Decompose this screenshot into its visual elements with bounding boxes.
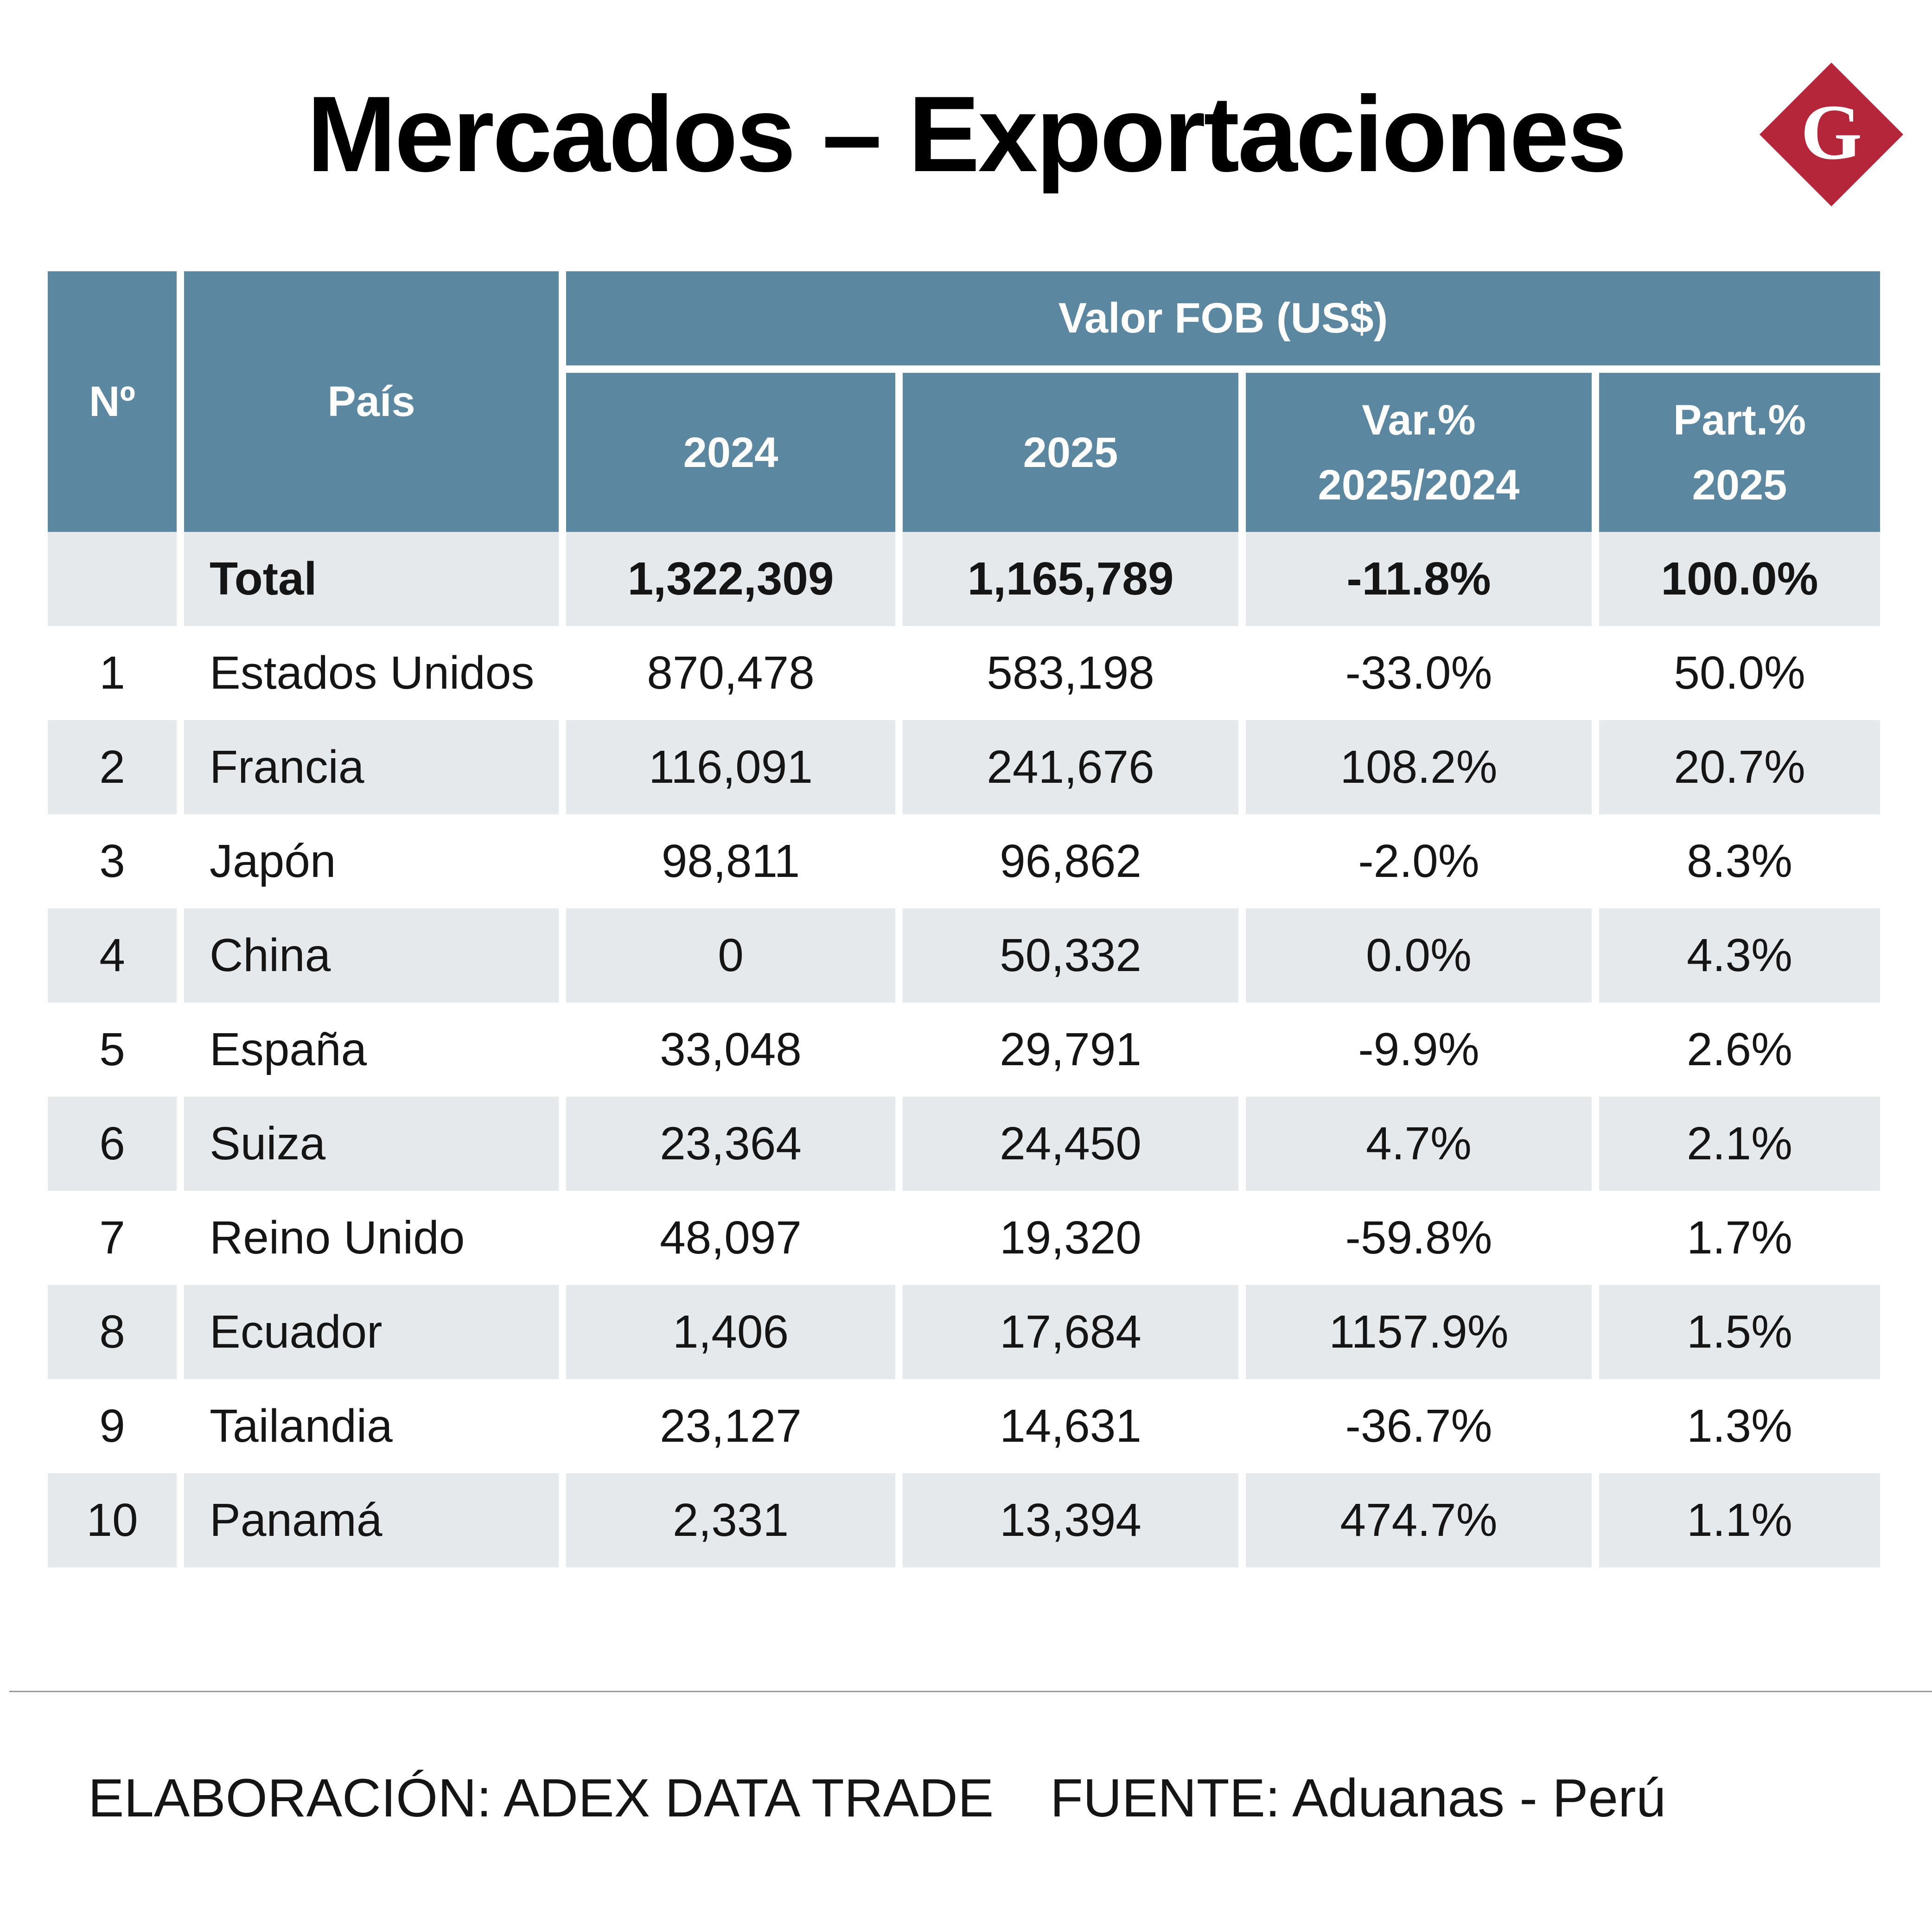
table-row: 4 China 0 50,332 0.0% 4.3% bbox=[48, 908, 1881, 1003]
cell-2024: 23,364 bbox=[566, 1097, 895, 1191]
cell-part: 1.3% bbox=[1687, 1400, 1792, 1452]
col-group-header-valor-fob: Valor FOB (US$) bbox=[566, 271, 1881, 373]
col-header-no: Nº bbox=[48, 271, 177, 532]
cell-var: -33.0% bbox=[1345, 647, 1492, 699]
footer-elaboracion: ELABORACIÓN: ADEX DATA TRADE bbox=[88, 1768, 994, 1828]
cell-part: 1.7% bbox=[1687, 1212, 1792, 1264]
col-header-pais: País bbox=[184, 271, 559, 532]
page-title: Mercados – Exportaciones bbox=[306, 74, 1627, 194]
cell-var: 0.0% bbox=[1246, 908, 1592, 1003]
cell-no: 6 bbox=[48, 1097, 177, 1191]
cell-2025: 17,684 bbox=[903, 1285, 1238, 1379]
cell-part: 8.3% bbox=[1687, 835, 1792, 887]
cell-var: 474.7% bbox=[1246, 1473, 1592, 1567]
cell-2025: 19,320 bbox=[1000, 1212, 1141, 1264]
cell-part: 1.1% bbox=[1599, 1473, 1881, 1567]
cell-2025: 583,198 bbox=[987, 647, 1154, 699]
cell-part: 2.1% bbox=[1599, 1097, 1881, 1191]
table-row: 5 España 33,048 29,791 -9.9% 2.6% bbox=[48, 1003, 1880, 1097]
col-header-var: Var.% 2025/2024 bbox=[1246, 373, 1592, 532]
cell-var: 1157.9% bbox=[1246, 1285, 1592, 1379]
table-row-total: Total 1,322,309 1,165,789 -11.8% 100.0% bbox=[48, 532, 1881, 626]
cell-2025: 13,394 bbox=[903, 1473, 1238, 1567]
cell-pais: España bbox=[210, 1023, 367, 1075]
cell-2024: 0 bbox=[566, 908, 895, 1003]
cell-part: 4.3% bbox=[1599, 908, 1881, 1003]
cell-2024: 48,097 bbox=[660, 1212, 802, 1264]
cell-pais: China bbox=[184, 908, 559, 1003]
table-row: 9 Tailandia 23,127 14,631 -36.7% 1.3% bbox=[48, 1379, 1880, 1473]
cell-pais: Estados Unidos bbox=[210, 647, 535, 699]
footer-fuente: FUENTE: Aduanas - Perú bbox=[1050, 1768, 1666, 1828]
footer-divider bbox=[9, 1691, 1932, 1692]
cell-pais: Panamá bbox=[184, 1473, 559, 1567]
cell-2025: 29,791 bbox=[1000, 1023, 1141, 1075]
table-row: 7 Reino Unido 48,097 19,320 -59.8% 1.7% bbox=[48, 1191, 1880, 1285]
col-header-2025: 2025 bbox=[903, 373, 1238, 532]
cell-part: 1.5% bbox=[1599, 1285, 1881, 1379]
cell-2025: 24,450 bbox=[903, 1097, 1238, 1191]
cell-2024: 2,331 bbox=[566, 1473, 895, 1567]
cell-no: 3 bbox=[99, 835, 125, 887]
cell-no: 5 bbox=[99, 1023, 125, 1075]
col-header-part-line2: 2025 bbox=[1692, 461, 1787, 509]
cell-pais: Ecuador bbox=[184, 1285, 559, 1379]
cell-2024: 23,127 bbox=[660, 1400, 802, 1452]
cell-no: 1 bbox=[99, 647, 125, 699]
logo-letter: G bbox=[1801, 89, 1862, 176]
table-row: 2 Francia 116,091 241,676 108.2% 20.7% bbox=[48, 720, 1881, 814]
cell-2024: 116,091 bbox=[566, 720, 895, 814]
cell-part: 2.6% bbox=[1687, 1023, 1792, 1075]
table-row: 1 Estados Unidos 870,478 583,198 -33.0% 50.0% bbox=[48, 626, 1880, 720]
cell-2024: 870,478 bbox=[647, 647, 815, 699]
table-row: 3 Japón 98,811 96,862 -2.0% 8.3% bbox=[48, 814, 1880, 908]
col-header-var-line2: 2025/2024 bbox=[1318, 461, 1520, 509]
table-row: 10 Panamá 2,331 13,394 474.7% 1.1% bbox=[48, 1473, 1881, 1567]
cell-pais: Francia bbox=[184, 720, 559, 814]
cell-var: -9.9% bbox=[1358, 1023, 1479, 1075]
cell-var: -2.0% bbox=[1358, 835, 1479, 887]
brand-logo-icon: G bbox=[1760, 63, 1903, 206]
cell-no: 4 bbox=[48, 908, 177, 1003]
cell-2025: 96,862 bbox=[1000, 835, 1141, 887]
cell-no: 9 bbox=[99, 1400, 125, 1452]
cell-2025: 1,165,789 bbox=[903, 532, 1238, 626]
table-row: 6 Suiza 23,364 24,450 4.7% 2.1% bbox=[48, 1097, 1881, 1191]
col-header-part: Part.% 2025 bbox=[1599, 373, 1881, 532]
cell-no: 8 bbox=[48, 1285, 177, 1379]
table-row: 8 Ecuador 1,406 17,684 1157.9% 1.5% bbox=[48, 1285, 1881, 1379]
col-header-part-line1: Part.% bbox=[1673, 396, 1806, 444]
cell-part: 100.0% bbox=[1599, 532, 1881, 626]
cell-2024: 1,406 bbox=[566, 1285, 895, 1379]
cell-part: 50.0% bbox=[1674, 647, 1805, 699]
cell-var: -59.8% bbox=[1345, 1212, 1492, 1264]
cell-2025: 50,332 bbox=[903, 908, 1238, 1003]
cell-2025: 14,631 bbox=[1000, 1400, 1141, 1452]
cell-2025: 241,676 bbox=[903, 720, 1238, 814]
col-header-var-line1: Var.% bbox=[1362, 396, 1476, 444]
cell-part: 20.7% bbox=[1599, 720, 1881, 814]
cell-no: 10 bbox=[48, 1473, 177, 1567]
cell-2024: 98,811 bbox=[661, 835, 800, 887]
cell-pais: Total bbox=[184, 532, 559, 626]
cell-pais: Reino Unido bbox=[210, 1212, 465, 1264]
cell-2024: 1,322,309 bbox=[566, 532, 895, 626]
cell-var: -11.8% bbox=[1246, 532, 1592, 626]
cell-var: 108.2% bbox=[1246, 720, 1592, 814]
col-header-2024: 2024 bbox=[566, 373, 895, 532]
cell-no bbox=[48, 532, 177, 626]
cell-2024: 33,048 bbox=[660, 1023, 802, 1075]
cell-pais: Suiza bbox=[184, 1097, 559, 1191]
exports-table: Nº País Valor FOB (US$) 2024 2025 Var.% … bbox=[40, 271, 1887, 1567]
cell-no: 2 bbox=[48, 720, 177, 814]
cell-no: 7 bbox=[99, 1212, 125, 1264]
cell-pais: Japón bbox=[210, 835, 336, 887]
cell-var: 4.7% bbox=[1246, 1097, 1592, 1191]
cell-pais: Tailandia bbox=[210, 1400, 393, 1452]
cell-var: -36.7% bbox=[1345, 1400, 1492, 1452]
